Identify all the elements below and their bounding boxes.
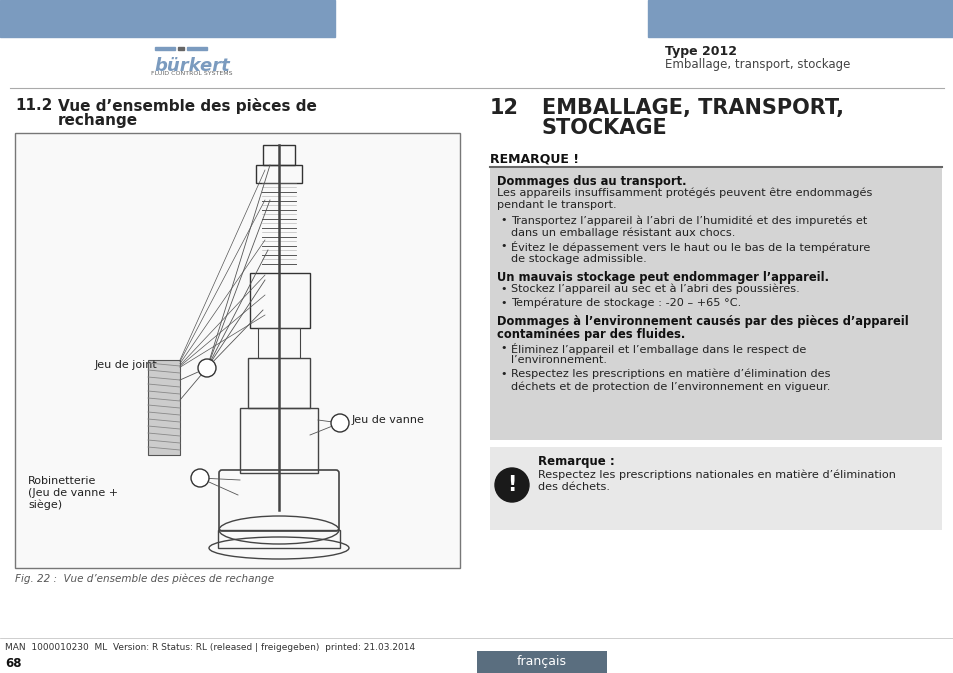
Text: EMBALLAGE, TRANSPORT,: EMBALLAGE, TRANSPORT, <box>541 98 843 118</box>
Bar <box>490 168 941 440</box>
Text: Emballage, transport, stockage: Emballage, transport, stockage <box>664 58 849 71</box>
Text: FLUID CONTROL SYSTEMS: FLUID CONTROL SYSTEMS <box>152 71 233 76</box>
Text: 12: 12 <box>490 98 518 118</box>
Text: déchets et de protection de l’environnement en vigueur.: déchets et de protection de l’environnem… <box>511 381 829 392</box>
Text: Un mauvais stockage peut endommager l’appareil.: Un mauvais stockage peut endommager l’ap… <box>497 271 828 284</box>
Text: Respectez les prescriptions en matière d’élimination des: Respectez les prescriptions en matière d… <box>511 369 830 380</box>
Bar <box>240 408 317 473</box>
Text: Fig. 22 :  Vue d’ensemble des pièces de rechange: Fig. 22 : Vue d’ensemble des pièces de r… <box>15 573 274 583</box>
Text: Remarque :: Remarque : <box>537 455 614 468</box>
Text: Stockez l’appareil au sec et à l’abri des poussières.: Stockez l’appareil au sec et à l’abri de… <box>511 283 799 294</box>
Text: Transportez l’appareil à l’abri de l’humidité et des impuretés et: Transportez l’appareil à l’abri de l’hum… <box>511 215 866 225</box>
Text: Température de stockage : -20 – +65 °C.: Température de stockage : -20 – +65 °C. <box>511 297 740 308</box>
Text: Dommages dus au transport.: Dommages dus au transport. <box>497 175 686 188</box>
Text: •: • <box>499 369 506 379</box>
Text: bürkert: bürkert <box>154 57 230 75</box>
Text: dans un emballage résistant aux chocs.: dans un emballage résistant aux chocs. <box>511 227 735 238</box>
Bar <box>490 447 941 530</box>
Text: Jeu de vanne: Jeu de vanne <box>352 415 424 425</box>
Bar <box>154 47 174 50</box>
Text: 11.2: 11.2 <box>15 98 52 113</box>
Text: rechange: rechange <box>58 113 138 128</box>
Text: de stockage admissible.: de stockage admissible. <box>511 254 646 264</box>
Text: Respectez les prescriptions nationales en matière d’élimination: Respectez les prescriptions nationales e… <box>537 469 895 479</box>
Text: Type 2012: Type 2012 <box>664 45 737 58</box>
Text: contaminées par des fluides.: contaminées par des fluides. <box>497 328 684 341</box>
Text: •: • <box>499 215 506 225</box>
Text: français: français <box>517 656 566 668</box>
Bar <box>250 273 310 328</box>
Text: Les appareils insuffisamment protégés peuvent être endommagés: Les appareils insuffisamment protégés pe… <box>497 188 871 199</box>
Bar <box>187 47 207 50</box>
Bar <box>647 0 953 37</box>
Bar <box>218 530 339 548</box>
Text: Éliminez l’appareil et l’emballage dans le respect de: Éliminez l’appareil et l’emballage dans … <box>511 343 805 355</box>
Bar <box>263 145 294 165</box>
Bar <box>0 0 335 37</box>
Text: STOCKAGE: STOCKAGE <box>541 118 667 138</box>
Text: des déchets.: des déchets. <box>537 482 609 492</box>
Text: •: • <box>499 242 506 252</box>
Text: REMARQUE !: REMARQUE ! <box>490 153 578 166</box>
Text: 68: 68 <box>5 657 22 670</box>
Circle shape <box>191 469 209 487</box>
Circle shape <box>331 414 349 432</box>
Text: Dommages à l’environnement causés par des pièces d’appareil: Dommages à l’environnement causés par de… <box>497 315 908 328</box>
Text: l’environnement.: l’environnement. <box>511 355 606 365</box>
Text: !: ! <box>507 475 517 495</box>
Text: MAN  1000010230  ML  Version: R Status: RL (released | freigegeben)  printed: 21: MAN 1000010230 ML Version: R Status: RL … <box>5 643 415 652</box>
Bar <box>248 358 310 408</box>
Text: pendant le transport.: pendant le transport. <box>497 200 616 210</box>
Circle shape <box>495 468 529 502</box>
Bar <box>476 651 606 673</box>
Text: •: • <box>499 283 506 293</box>
Text: •: • <box>499 297 506 308</box>
Bar <box>257 328 299 358</box>
Text: Évitez le dépassement vers le haut ou le bas de la température: Évitez le dépassement vers le haut ou le… <box>511 242 869 254</box>
Bar <box>15 133 459 568</box>
Bar <box>255 165 302 183</box>
Text: Robinetterie
(Jeu de vanne +
siège): Robinetterie (Jeu de vanne + siège) <box>28 476 118 510</box>
Bar <box>148 360 180 455</box>
Text: Vue d’ensemble des pièces de: Vue d’ensemble des pièces de <box>58 98 316 114</box>
Text: Jeu de joint: Jeu de joint <box>95 360 157 370</box>
Text: •: • <box>499 343 506 353</box>
Bar <box>178 47 184 50</box>
Circle shape <box>198 359 215 377</box>
